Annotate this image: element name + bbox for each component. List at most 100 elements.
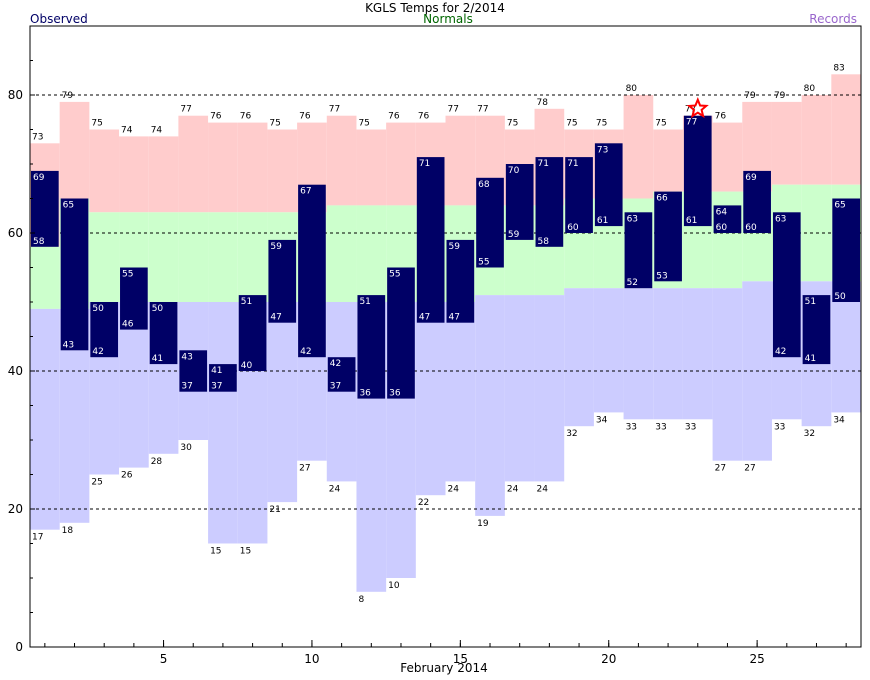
record-low-band bbox=[415, 302, 446, 496]
x-tick-label: 25 bbox=[749, 652, 764, 666]
y-tick-label: 20 bbox=[8, 502, 23, 516]
record-low-label: 27 bbox=[299, 464, 310, 474]
observed-low-label: 42 bbox=[775, 347, 786, 357]
observed-low-label: 58 bbox=[538, 237, 550, 247]
observed-bar bbox=[802, 295, 831, 365]
record-high-band bbox=[119, 136, 149, 213]
record-high-label: 79 bbox=[774, 91, 786, 101]
observed-high-label: 59 bbox=[270, 242, 282, 252]
record-low-label: 8 bbox=[358, 595, 364, 605]
record-high-band bbox=[653, 129, 683, 192]
observed-bar bbox=[120, 267, 148, 330]
observed-high-label: 66 bbox=[656, 194, 668, 204]
normal-band bbox=[326, 205, 357, 302]
observed-bar bbox=[238, 295, 267, 371]
record-high-band bbox=[208, 122, 238, 213]
record-low-label: 24 bbox=[507, 484, 519, 494]
observed-bar bbox=[149, 302, 178, 365]
observed-high-label: 73 bbox=[597, 145, 608, 155]
record-low-band bbox=[682, 288, 713, 420]
record-low-label: 26 bbox=[121, 471, 133, 481]
record-high-label: 76 bbox=[418, 112, 430, 122]
record-low-band bbox=[593, 288, 624, 413]
observed-bar bbox=[31, 170, 59, 247]
record-high-band bbox=[356, 129, 387, 206]
observed-high-label: 71 bbox=[538, 159, 549, 169]
observed-high-label: 51 bbox=[359, 297, 370, 307]
record-low-label: 34 bbox=[596, 415, 608, 425]
record-low-label: 33 bbox=[685, 422, 696, 432]
record-high-label: 76 bbox=[715, 112, 727, 122]
observed-low-label: 47 bbox=[270, 313, 281, 323]
normal-band bbox=[356, 205, 387, 302]
observed-bar bbox=[594, 143, 623, 227]
observed-high-label: 64 bbox=[716, 207, 728, 217]
record-low-label: 19 bbox=[477, 519, 489, 529]
observed-high-label: 55 bbox=[122, 270, 133, 280]
observed-bar bbox=[832, 198, 860, 302]
record-low-band bbox=[623, 288, 654, 420]
record-high-label: 75 bbox=[655, 119, 666, 129]
record-high-label: 77 bbox=[180, 105, 191, 115]
record-low-label: 10 bbox=[388, 581, 400, 591]
observed-low-label: 42 bbox=[92, 347, 103, 357]
record-low-band bbox=[712, 288, 743, 461]
record-low-label: 21 bbox=[269, 505, 280, 515]
observed-high-label: 51 bbox=[241, 297, 252, 307]
observed-low-label: 61 bbox=[686, 216, 697, 226]
x-tick-label: 5 bbox=[160, 652, 168, 666]
observed-high-label: 77 bbox=[686, 118, 697, 128]
record-low-band bbox=[475, 295, 505, 516]
observed-high-label: 63 bbox=[627, 214, 638, 224]
x-tick-label: 20 bbox=[601, 652, 616, 666]
record-high-band bbox=[89, 129, 120, 213]
y-tick-label: 0 bbox=[15, 640, 23, 654]
record-high-band bbox=[178, 115, 209, 213]
observed-high-label: 63 bbox=[775, 214, 786, 224]
observed-bar bbox=[357, 295, 386, 399]
record-low-label: 33 bbox=[626, 422, 637, 432]
record-high-band bbox=[445, 115, 476, 206]
observed-bar bbox=[387, 267, 415, 399]
record-high-label: 76 bbox=[299, 112, 311, 122]
observed-high-label: 71 bbox=[419, 159, 430, 169]
record-low-label: 24 bbox=[537, 484, 549, 494]
record-high-band bbox=[386, 122, 416, 206]
record-low-label: 17 bbox=[32, 533, 43, 543]
observed-high-label: 68 bbox=[478, 180, 490, 190]
record-high-label: 77 bbox=[685, 105, 696, 115]
x-axis-label: February 2014 bbox=[400, 661, 488, 675]
observed-bar bbox=[624, 212, 653, 289]
observed-bar bbox=[446, 239, 475, 323]
record-low-label: 33 bbox=[655, 422, 666, 432]
record-high-label: 74 bbox=[121, 125, 133, 135]
record-high-label: 75 bbox=[269, 119, 280, 129]
observed-high-label: 59 bbox=[449, 242, 461, 252]
record-high-band bbox=[831, 74, 861, 185]
record-low-label: 15 bbox=[210, 547, 221, 557]
observed-low-label: 47 bbox=[419, 313, 430, 323]
legend-normals: Normals bbox=[423, 12, 473, 26]
observed-low-label: 36 bbox=[389, 389, 401, 399]
observed-bar bbox=[505, 164, 534, 240]
normal-band bbox=[89, 212, 120, 302]
record-high-label: 76 bbox=[388, 112, 400, 122]
observed-high-label: 67 bbox=[300, 187, 311, 197]
observed-low-label: 43 bbox=[63, 340, 74, 350]
legend-records: Records bbox=[809, 12, 857, 26]
normal-band bbox=[237, 212, 268, 302]
observed-high-label: 65 bbox=[63, 201, 74, 211]
y-tick-label: 40 bbox=[8, 364, 23, 378]
observed-high-label: 50 bbox=[152, 304, 164, 314]
record-low-band bbox=[534, 295, 565, 482]
record-low-label: 32 bbox=[566, 429, 577, 439]
record-high-label: 80 bbox=[626, 84, 638, 94]
record-low-label: 27 bbox=[715, 464, 726, 474]
record-low-band bbox=[30, 308, 60, 530]
normal-band bbox=[208, 212, 238, 302]
observed-low-label: 36 bbox=[359, 389, 371, 399]
observed-bar bbox=[209, 364, 237, 392]
record-high-band bbox=[623, 95, 654, 199]
y-tick-label: 80 bbox=[8, 88, 23, 102]
